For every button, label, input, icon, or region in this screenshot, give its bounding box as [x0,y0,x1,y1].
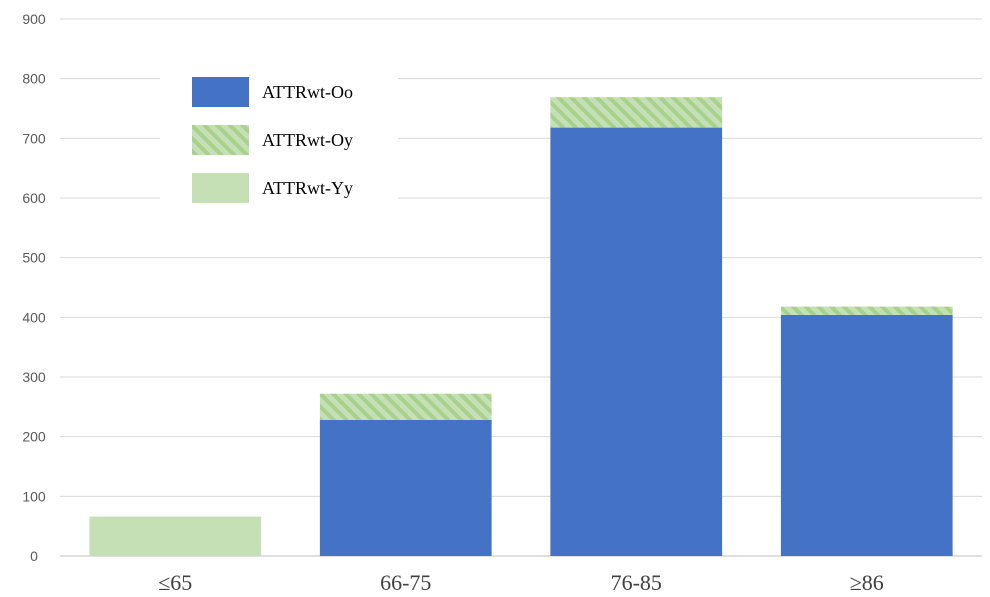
legend-label: ATTRwt-Oo [262,82,353,102]
x-category-label: 76-85 [611,570,662,595]
x-category-label: ≤65 [158,570,192,595]
bar-segment [550,97,723,128]
y-tick-label: 900 [22,11,46,27]
y-tick-label: 500 [22,250,46,266]
bar-segment [89,516,262,556]
y-axis-ticks: 0 100 200 300 400 500 600 700 800 900 [22,11,46,564]
y-tick-label: 0 [30,548,38,564]
bars [89,97,953,557]
x-category-label: ≥86 [850,570,884,595]
y-tick-label: 600 [22,190,46,206]
bar-segment [550,127,723,557]
legend-label: ATTRwt-Yy [262,178,353,198]
y-tick-label: 800 [22,71,46,87]
y-tick-label: 400 [22,309,46,325]
bar-segment [319,419,492,556]
bar-segment [780,306,953,315]
legend-label: ATTRwt-Oy [262,130,353,150]
bar-segment [319,393,492,420]
y-tick-label: 700 [22,130,46,146]
y-tick-label: 300 [22,369,46,385]
legend: ATTRwt-Oo ATTRwt-Oy ATTRwt-Yy [160,60,398,212]
y-tick-label: 100 [22,488,46,504]
bar-segment [780,314,953,556]
x-axis: ≤65 66-75 76-85 ≥86 [158,570,884,595]
legend-swatch [192,77,249,107]
legend-swatch [192,125,249,155]
y-tick-label: 200 [22,429,46,445]
legend-swatch [192,173,249,203]
x-category-label: 66-75 [380,570,431,595]
